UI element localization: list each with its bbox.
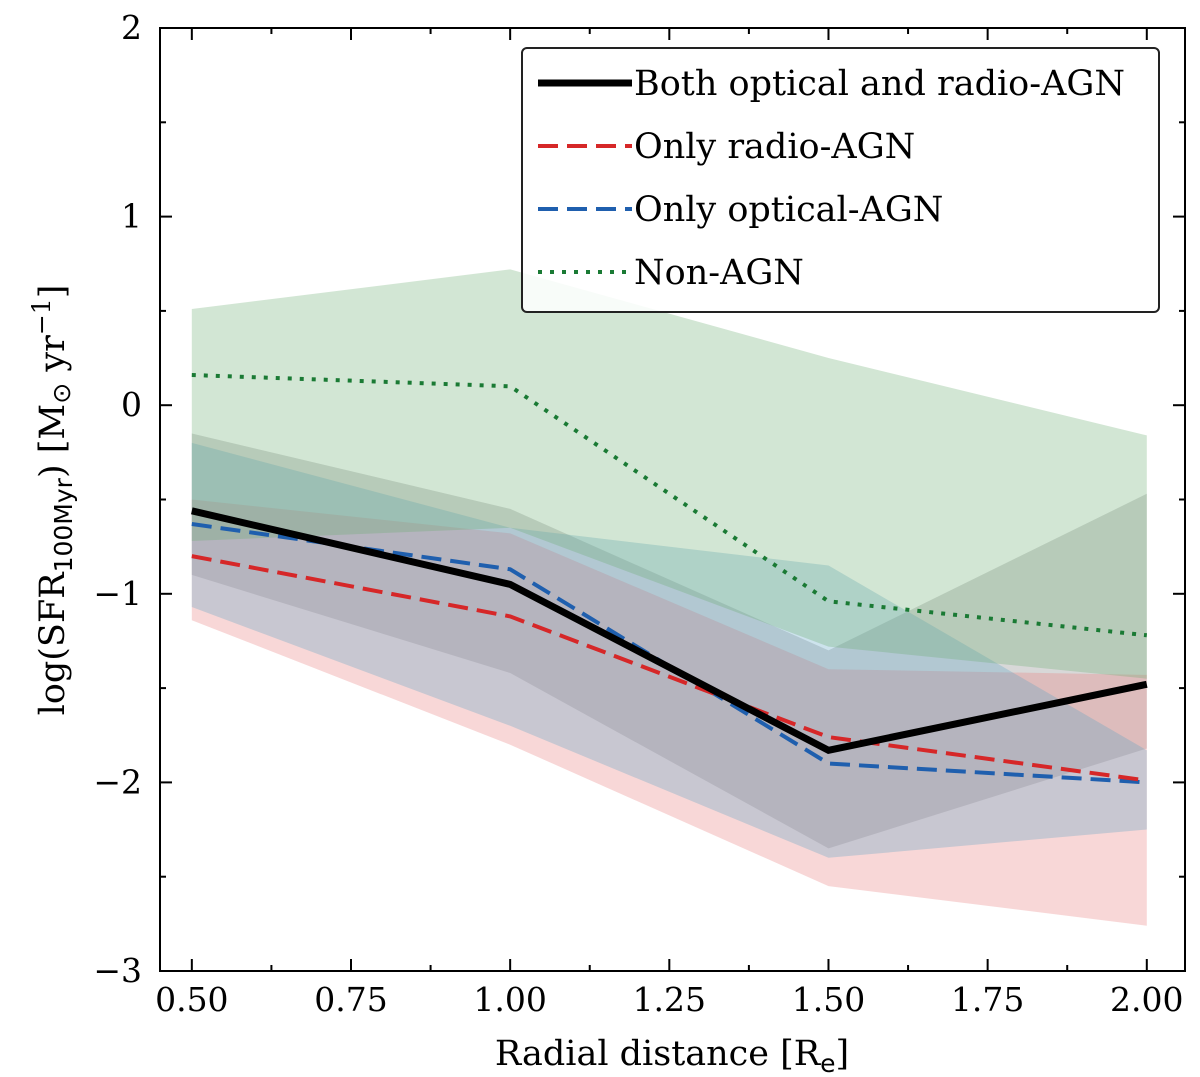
y-axis-title: log(SFR100Myr) [M⊙ yr−1] xyxy=(27,285,78,716)
confidence-bands xyxy=(191,269,1147,926)
band-0 xyxy=(191,433,1147,849)
sun-symbol: ⊙ xyxy=(47,383,76,404)
series-lines xyxy=(191,373,1148,785)
legend: Both optical and radio-AGN Only radio-AGN… xyxy=(521,47,1160,313)
legend-label-2: Only optical-AGN xyxy=(634,190,943,230)
x-tick-label-4: 1.50 xyxy=(792,980,865,1019)
tick-labels: 0.50 0.75 1.00 1.25 1.50 1.75 2.00 −3 −2 −1 0 1 2 xyxy=(93,8,1183,1019)
x-axis-title-subscript: e xyxy=(820,1049,835,1077)
x-tick-label-2: 1.00 xyxy=(473,980,546,1019)
x-axis-title: Radial distance [Re] xyxy=(495,1034,849,1077)
legend-label-1: Only radio-AGN xyxy=(634,127,915,167)
y-tick-label-4: 1 xyxy=(121,197,142,236)
x-tick-label-1: 0.75 xyxy=(314,980,387,1019)
legend-label-3: Non-AGN xyxy=(634,253,804,293)
y-tick-label-2: −1 xyxy=(93,574,142,613)
band-2 xyxy=(191,442,1147,858)
band-1 xyxy=(191,499,1147,926)
y-tick-label-0: −3 xyxy=(93,951,142,990)
plot-frame xyxy=(159,27,1186,972)
x-tick-label-3: 1.25 xyxy=(633,980,706,1019)
legend-label-0: Both optical and radio-AGN xyxy=(634,64,1125,104)
x-tick-label-6: 2.00 xyxy=(1110,980,1183,1019)
y-tick-label-1: −2 xyxy=(93,762,142,801)
y-axis-title-subscript: 100Myr xyxy=(49,477,78,572)
series-line-3 xyxy=(191,373,1148,638)
y-tick-label-3: 0 xyxy=(121,385,142,424)
legend-box xyxy=(521,47,1160,313)
y-axis-title-superscript: −1 xyxy=(27,298,56,335)
series-line-1 xyxy=(191,554,1148,783)
y-tick-label-5: 2 xyxy=(121,8,142,47)
x-tick-label-0: 0.50 xyxy=(155,980,228,1019)
band-3 xyxy=(191,269,1147,679)
series-line-0 xyxy=(191,507,1148,754)
x-tick-label-5: 1.75 xyxy=(951,980,1024,1019)
